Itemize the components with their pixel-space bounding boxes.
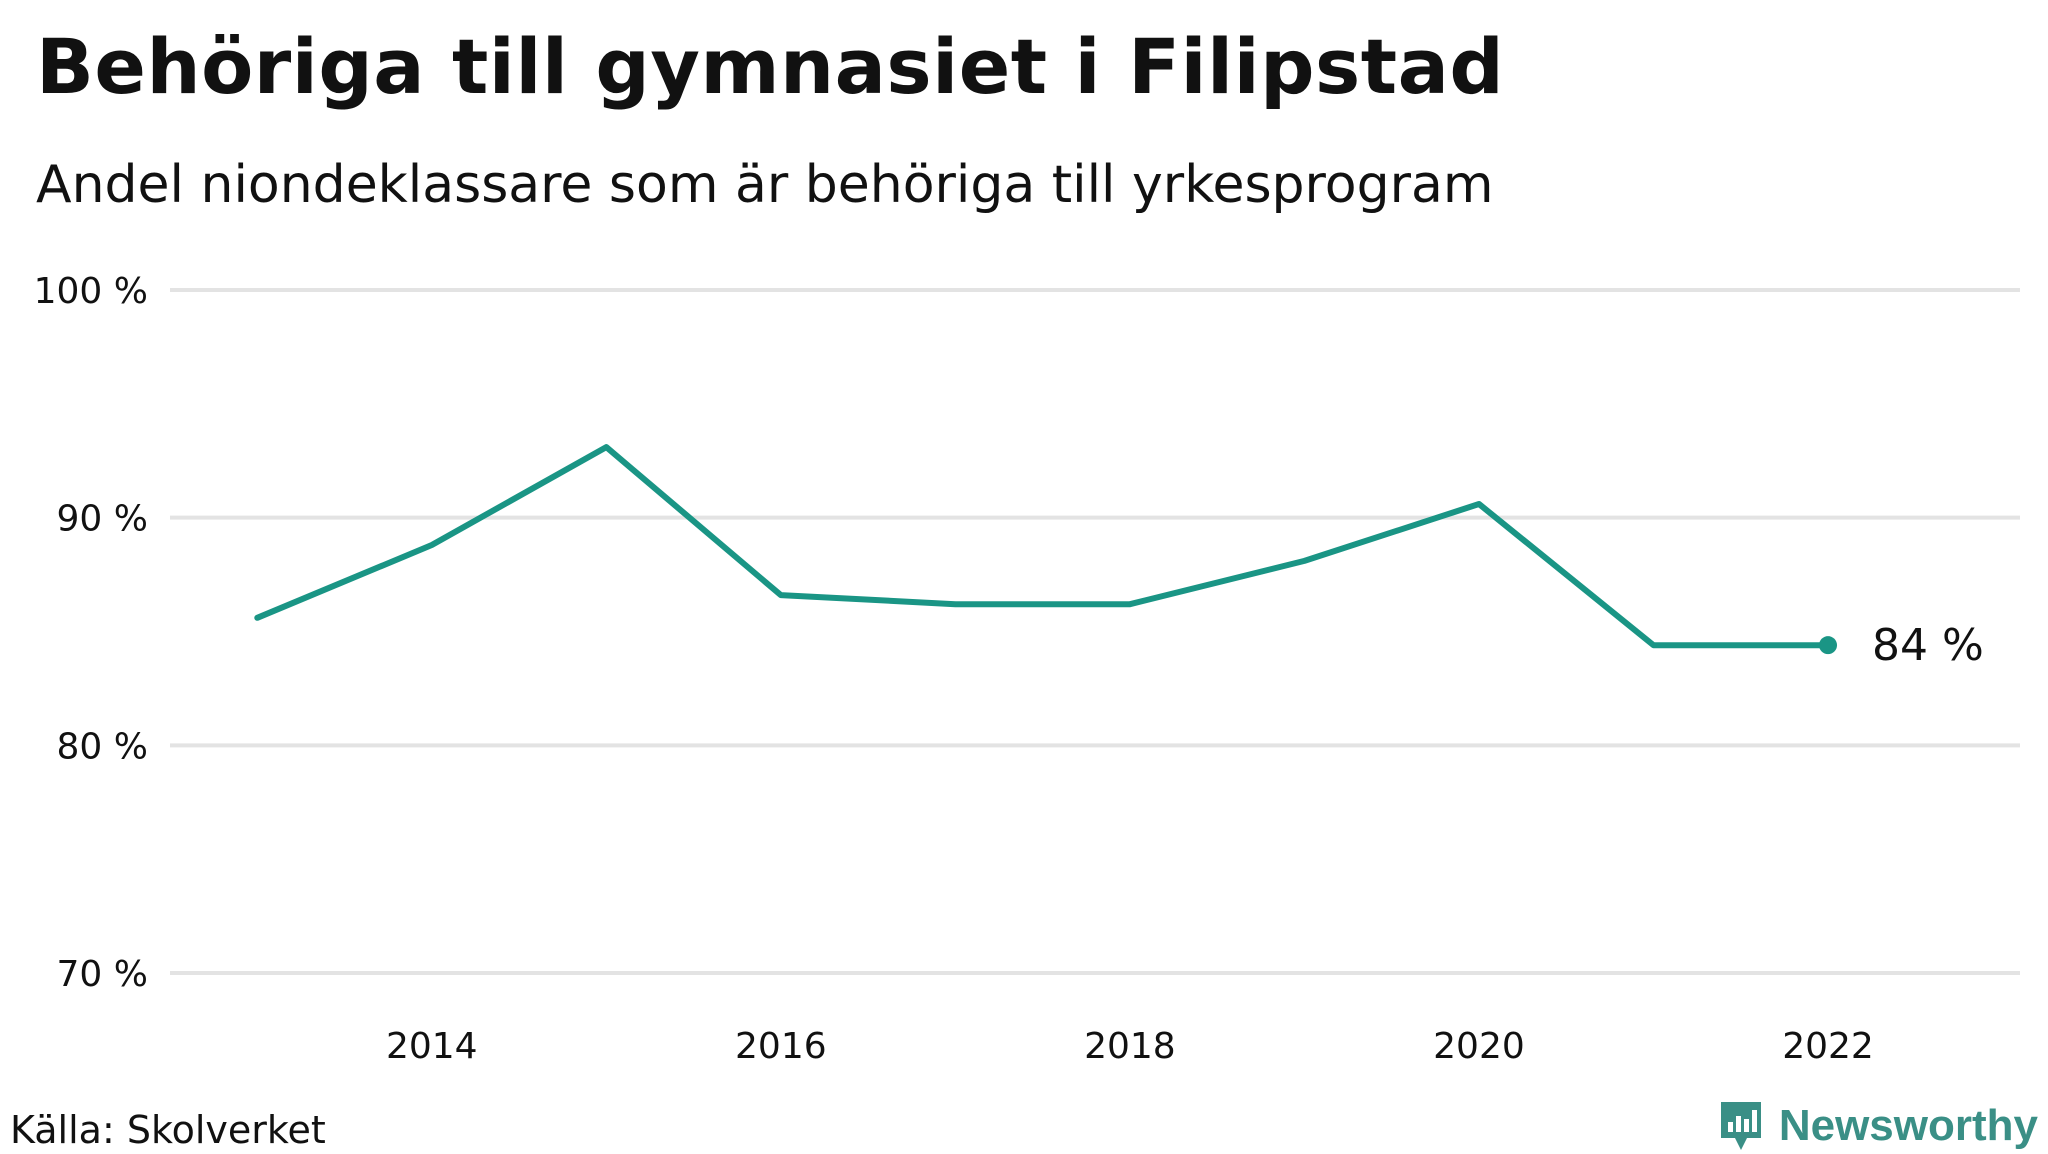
bar-chart-icon <box>1720 1102 1761 1150</box>
gridlines <box>170 288 2020 975</box>
series: 84 % <box>254 444 1984 671</box>
x-tick-label: 2016 <box>735 1026 827 1067</box>
logo-text: Newsworthy <box>1778 1101 2038 1150</box>
end-value-label: 84 % <box>1872 620 1984 671</box>
x-axis-ticks: 2014 2016 2018 2020 2022 <box>386 1026 1874 1067</box>
end-point-marker <box>1819 636 1838 655</box>
x-tick-label: 2014 <box>386 1026 478 1067</box>
y-tick-label: 100 % <box>34 271 148 312</box>
chart-title: Behöriga till gymnasiet i Filipstad <box>36 22 1505 111</box>
x-tick-label: 2022 <box>1782 1026 1874 1067</box>
x-tick-label: 2020 <box>1433 1026 1525 1067</box>
series-line <box>254 444 1831 649</box>
y-tick-label: 70 % <box>57 954 148 995</box>
x-tick-label: 2018 <box>1084 1026 1176 1067</box>
y-tick-label: 90 % <box>57 499 148 540</box>
chart-subtitle: Andel niondeklassare som är behöriga til… <box>36 155 1494 215</box>
newsworthy-logo: Newsworthy <box>1717 1098 2038 1154</box>
y-tick-label: 80 % <box>57 726 148 767</box>
source-note: Källa: Skolverket <box>10 1108 326 1152</box>
y-axis-ticks: 70 % 80 % 90 % 100 % <box>34 271 148 995</box>
